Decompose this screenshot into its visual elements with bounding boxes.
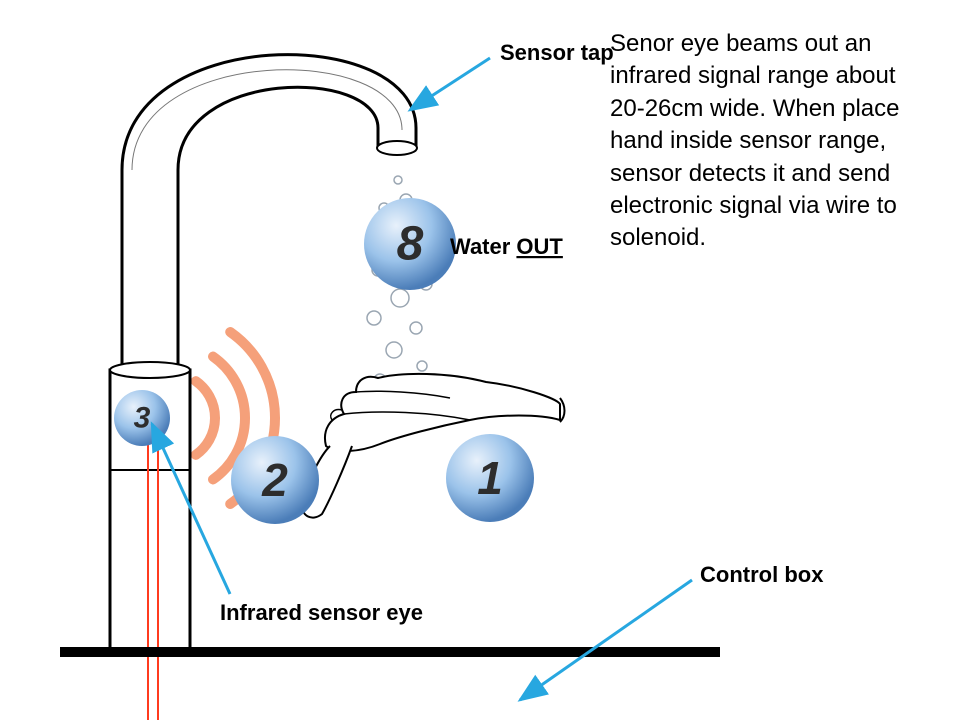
label-infrared-sensor-eye: Infrared sensor eye (220, 600, 423, 626)
faucet (110, 55, 417, 652)
svg-text:8: 8 (397, 218, 424, 271)
label-control-box: Control box (700, 562, 823, 588)
description-text: Senor eye beams out an infrared signal r… (610, 28, 910, 255)
svg-text:1: 1 (477, 452, 503, 504)
label-sensor-tap: Sensor tap (500, 40, 614, 66)
svg-text:3: 3 (134, 402, 151, 435)
label-water-out: Water OUT (450, 234, 563, 259)
svg-text:2: 2 (261, 454, 288, 506)
